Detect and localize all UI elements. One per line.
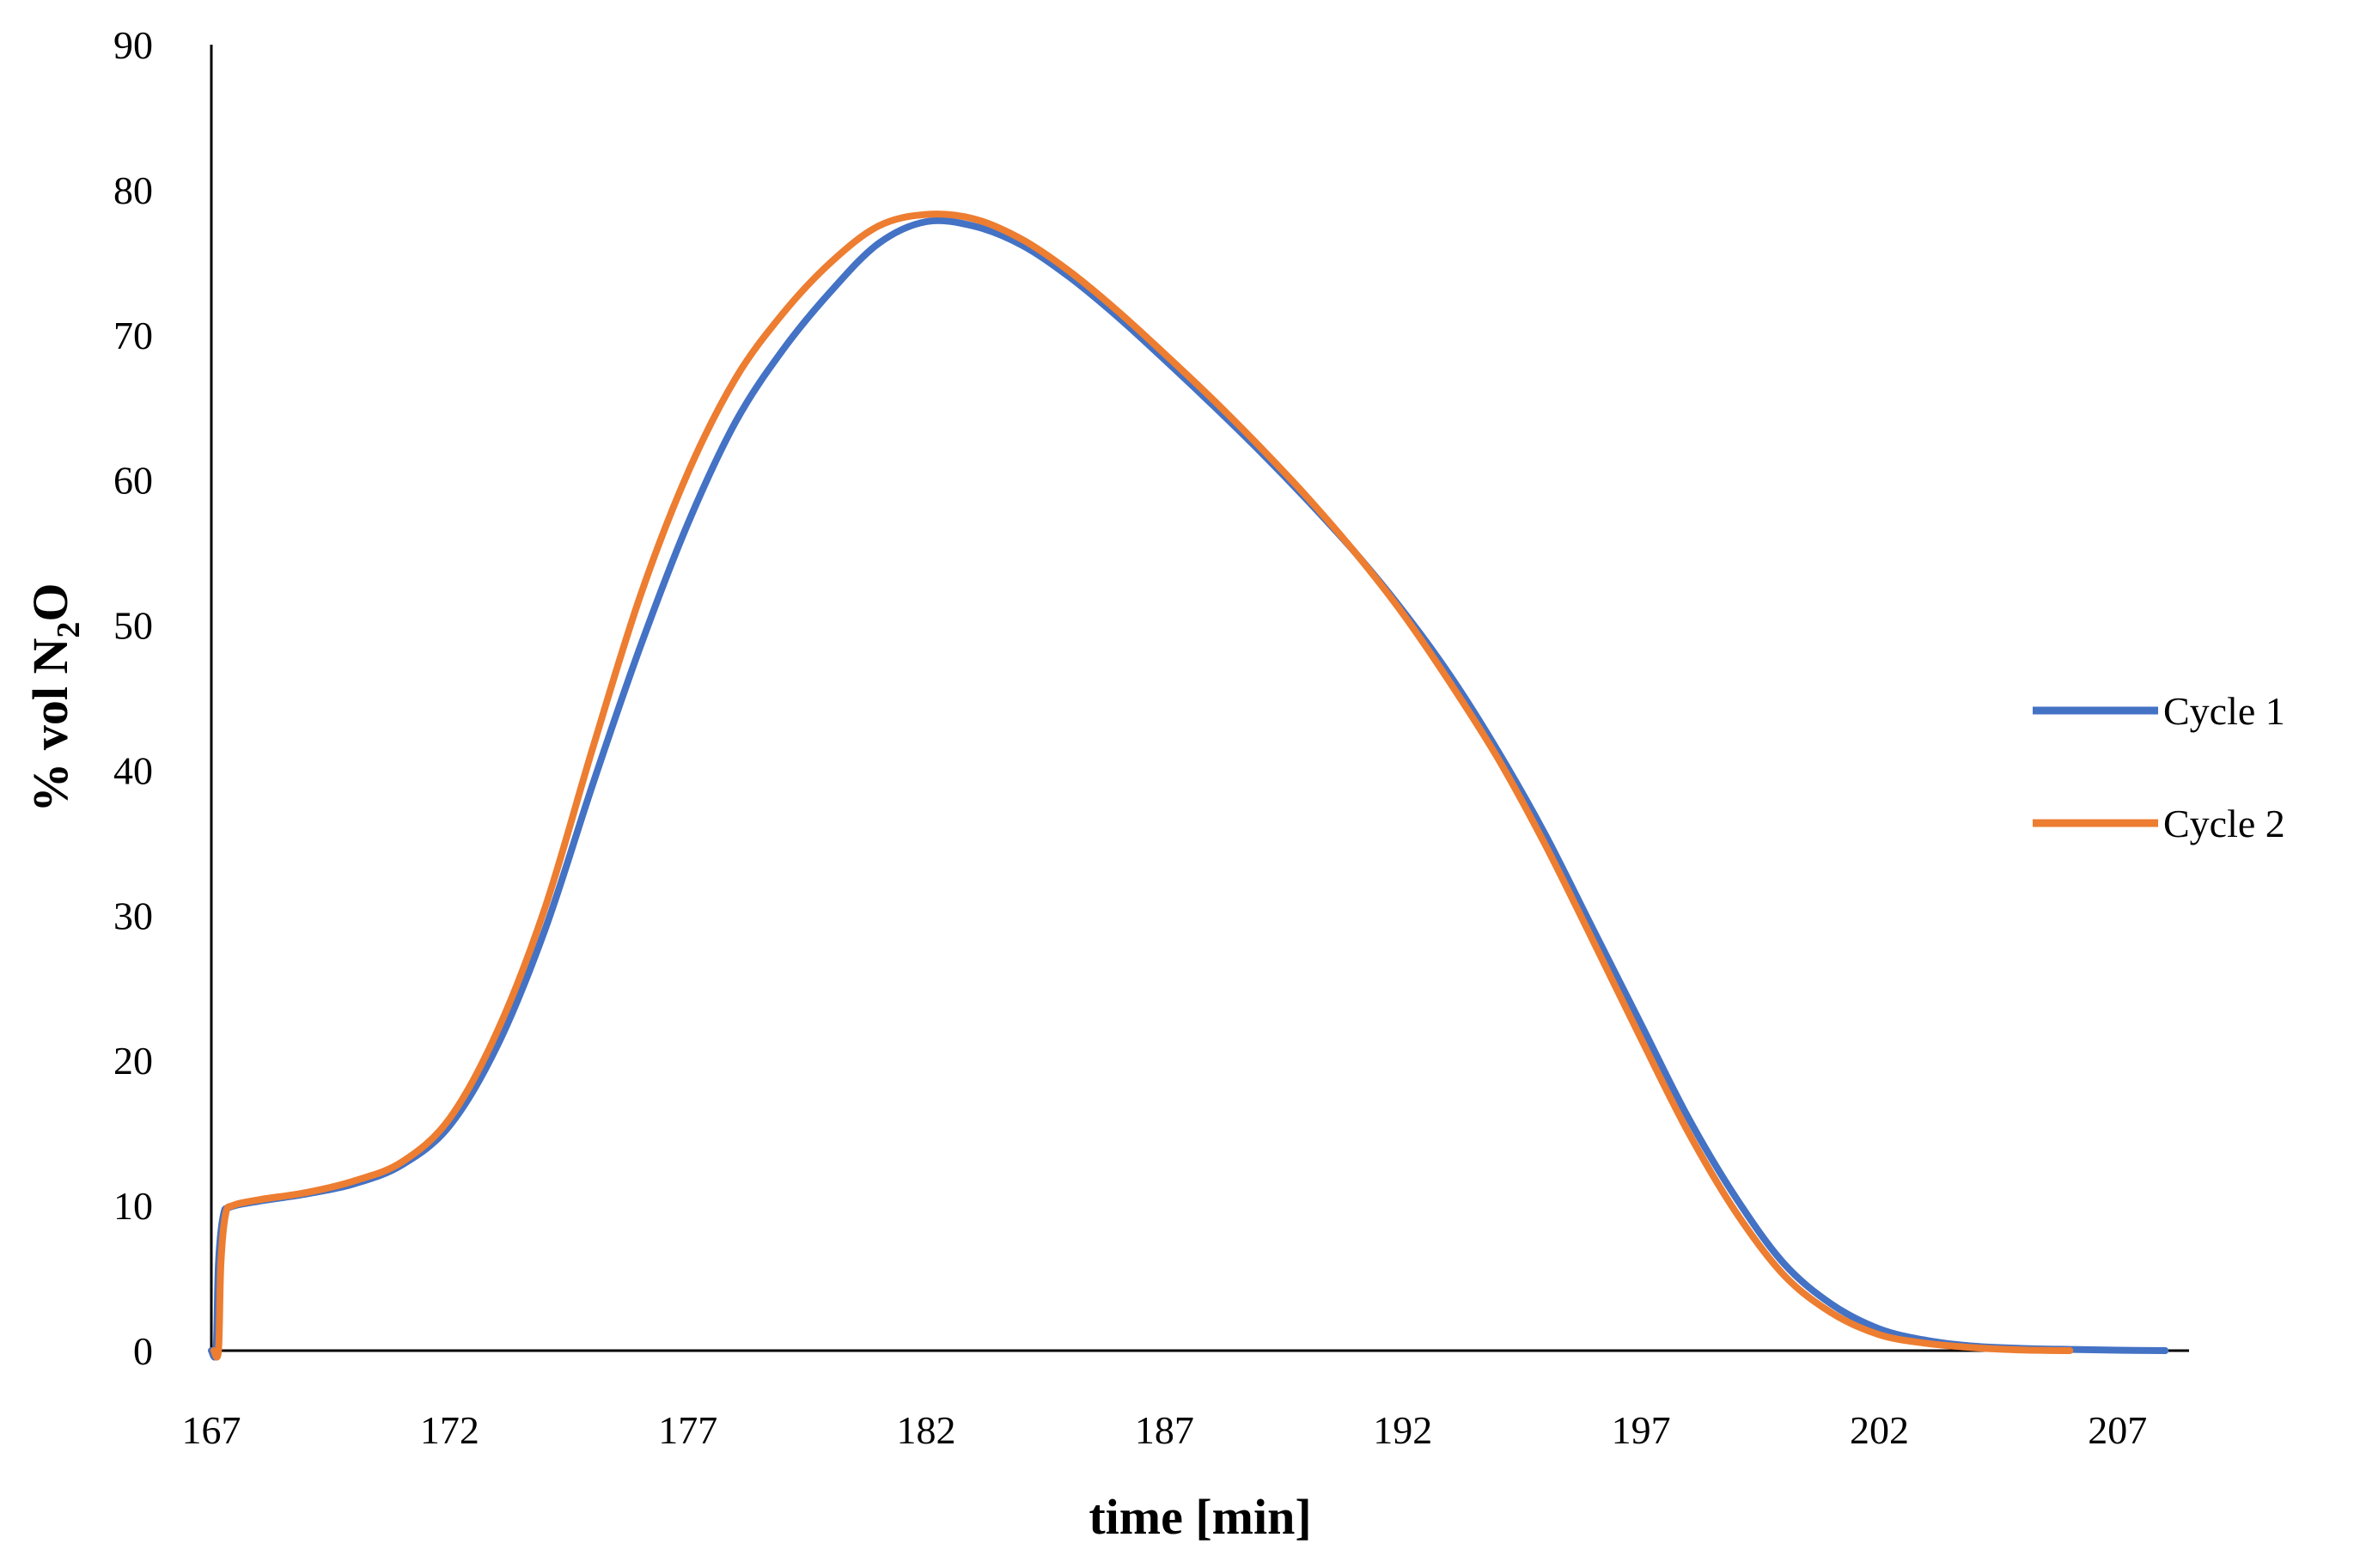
x-tick-label: 202 — [1850, 1408, 1909, 1452]
y-tick-label: 30 — [113, 894, 153, 937]
legend-label-2: Cycle 2 — [2163, 802, 2285, 845]
x-tick-label: 197 — [1612, 1408, 1671, 1452]
y-tick-label: 0 — [133, 1329, 153, 1373]
x-tick-label: 187 — [1135, 1408, 1194, 1452]
x-axis-title: time [min] — [1089, 1489, 1311, 1545]
y-axis-title: % vol N2O — [22, 583, 87, 812]
x-tick-label: 167 — [182, 1408, 241, 1452]
y-axis-title-main: % vol N — [22, 638, 78, 812]
y-tick-label: 50 — [113, 604, 153, 648]
y-axis-title-subscript: 2 — [51, 622, 87, 638]
legend-label-1: Cycle 1 — [2163, 689, 2285, 733]
y-tick-label: 40 — [113, 748, 153, 792]
y-axis-title-suffix: O — [22, 583, 78, 621]
series-line-1 — [208, 217, 2169, 1361]
x-tick-label: 192 — [1373, 1408, 1432, 1452]
y-tick-label: 90 — [113, 23, 153, 67]
series-line-2 — [210, 210, 2074, 1361]
y-tick-label: 20 — [113, 1039, 153, 1083]
y-tick-label: 60 — [113, 459, 153, 503]
axes — [210, 45, 2189, 1352]
x-tick-label: 177 — [658, 1408, 717, 1452]
series-layer — [208, 210, 2169, 1361]
legend: Cycle 1 Cycle 2 — [2033, 689, 2285, 845]
y-tick-labels: 0 10 20 30 40 50 60 70 80 90 — [113, 23, 153, 1373]
x-tick-labels: 167 172 177 182 187 192 197 202 207 — [182, 1408, 2148, 1452]
y-tick-label: 10 — [113, 1184, 153, 1228]
y-tick-label: 70 — [113, 314, 153, 357]
x-tick-label: 172 — [420, 1408, 479, 1452]
x-tick-label: 207 — [2088, 1408, 2147, 1452]
y-tick-label: 80 — [113, 168, 153, 212]
x-tick-label: 182 — [897, 1408, 956, 1452]
